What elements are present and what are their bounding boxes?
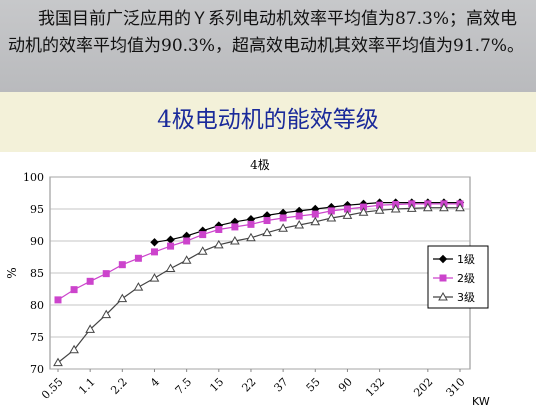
series-1-point	[150, 238, 159, 247]
series-3-point	[342, 210, 353, 219]
series-3-point	[358, 207, 369, 216]
x-tick-label: 15	[207, 375, 226, 394]
series-3-point	[310, 216, 321, 226]
y-tick-label: 85	[30, 267, 44, 280]
series-2-point	[199, 231, 207, 239]
series-3-point	[101, 309, 112, 319]
series-3-point	[69, 344, 79, 354]
series-2-point	[150, 248, 158, 256]
x-tick-label: 310	[444, 375, 468, 399]
legend-box	[427, 245, 489, 309]
intro-text-band: 我国目前广泛应用的Ｙ系列电动机效率平均值为87.3%；高效电动机的效率平均值为9…	[0, 0, 536, 92]
legend-entry: 1级	[457, 253, 475, 266]
series-3-point	[133, 282, 144, 291]
series-2-point	[215, 225, 223, 233]
series-3-point	[262, 227, 272, 237]
series-2-point	[231, 223, 239, 231]
series-3-point	[455, 202, 465, 212]
series-2-point	[102, 270, 110, 278]
x-tick-label: 132	[363, 375, 387, 399]
series-2-point	[167, 242, 175, 250]
x-tick-label: 22	[239, 375, 258, 394]
series-3-point	[294, 219, 305, 229]
x-tick-label: 37	[272, 375, 291, 394]
efficiency-chart: 4极 70 75 80 85 90 95 100% 0.55 1.1 2.2 4 7.5 15 22 37 55…	[5, 158, 490, 408]
x-tick-label: 4	[148, 375, 162, 389]
y-tick-label: 80	[30, 299, 44, 312]
x-tick-label: 90	[336, 375, 355, 394]
series-3-point	[326, 212, 337, 222]
y-tick-label: 90	[30, 235, 44, 248]
x-tick-label: 202	[411, 375, 435, 399]
legend-entry: 3级	[457, 291, 475, 304]
y-tick-label: 75	[30, 331, 44, 344]
x-tick-label: 1.1	[76, 375, 98, 397]
series-2-point	[183, 237, 191, 245]
chart-panel: 4极 70 75 80 85 90 95 100% 0.55 1.1 2.2 4 7.5 15 22 37 55…	[0, 152, 536, 414]
series-3-point	[278, 223, 288, 232]
series-2-point	[134, 254, 142, 262]
series-3-point	[165, 263, 176, 273]
series-3-point	[406, 203, 417, 212]
series-2-point	[263, 217, 271, 225]
series-2-point	[295, 212, 303, 220]
x-tick-label: 2.2	[108, 375, 130, 397]
x-tick-label: 7.5	[173, 375, 195, 397]
legend-marker	[438, 254, 448, 264]
series-2-point	[279, 214, 287, 222]
series-2-point	[118, 261, 126, 269]
y-axis-label: %	[5, 267, 19, 278]
series-3-point	[213, 239, 224, 249]
legend-marker	[439, 274, 447, 282]
x-tick-label: 0.55	[39, 375, 66, 402]
legend-entry: 2级	[457, 272, 475, 285]
series-3-point	[439, 202, 449, 212]
x-tick-label: 55	[304, 375, 323, 394]
series-2-point	[70, 286, 78, 294]
series-3-point	[85, 324, 96, 333]
series-2-point	[247, 220, 255, 228]
series-2-point	[54, 296, 62, 304]
intro-text: 我国目前广泛应用的Ｙ系列电动机效率平均值为87.3%；高效电动机的效率平均值为9…	[8, 9, 525, 56]
series-2-point	[86, 277, 94, 285]
x-axis-label: KW	[472, 395, 490, 408]
y-tick-label: 100	[23, 171, 44, 184]
legend-marker	[438, 291, 448, 301]
series-3-point	[246, 232, 256, 242]
chart-title: 4极	[250, 158, 270, 172]
series-3-point	[230, 235, 240, 245]
series-3-point	[53, 357, 63, 367]
series-3-point	[390, 203, 401, 213]
series-3-point	[181, 255, 192, 264]
series-3-point	[422, 202, 433, 212]
y-tick-label: 70	[30, 363, 44, 376]
series-3-point	[149, 273, 160, 282]
series-3-point	[374, 205, 385, 214]
y-tick-label: 95	[30, 203, 44, 216]
series-3-point	[117, 293, 128, 303]
slide-heading: 4极电动机的能效等级	[157, 107, 379, 133]
series-3-point	[197, 246, 208, 255]
series-2-point	[311, 210, 319, 218]
